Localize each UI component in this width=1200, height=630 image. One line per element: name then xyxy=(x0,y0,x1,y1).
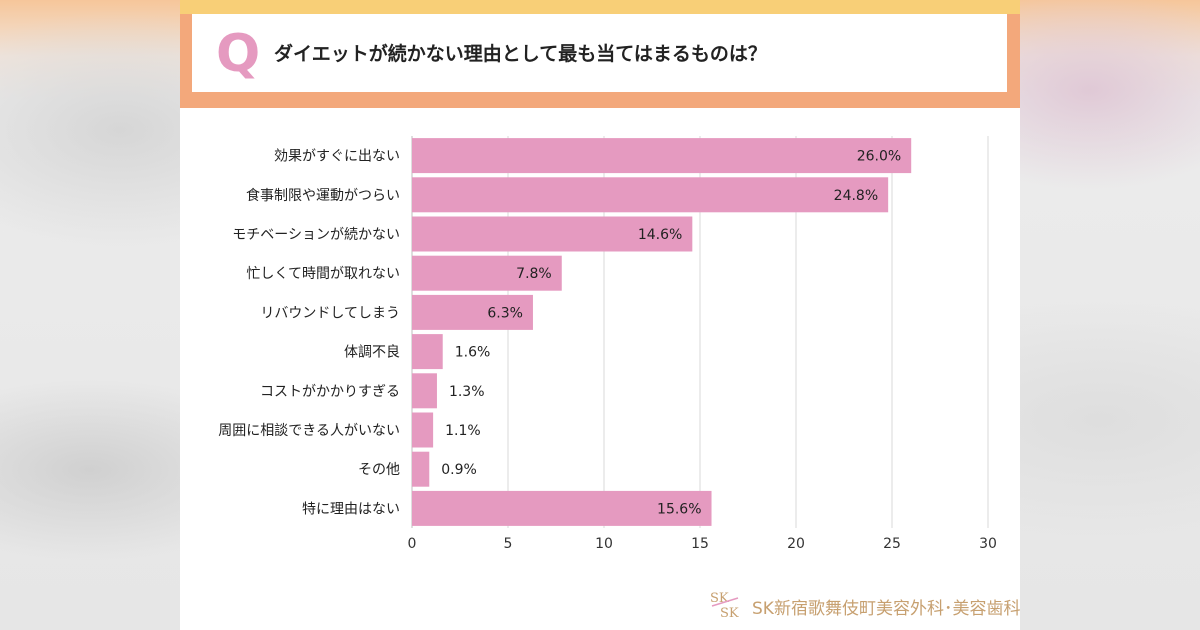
category-label: 忙しくて時間が取れない xyxy=(246,266,400,282)
data-label: 7.8% xyxy=(516,266,552,282)
brand-name: SK新宿歌舞伎町美容外科･美容歯科 xyxy=(752,599,1021,619)
bar xyxy=(412,294,533,330)
data-label: 26.0% xyxy=(857,149,901,165)
category-label: 周囲に相談できる人がいない xyxy=(218,423,400,439)
question-letter: Q xyxy=(216,24,261,84)
data-label: 0.9% xyxy=(441,462,477,478)
data-label: 15.6% xyxy=(657,501,701,517)
question-box: Q ダイエットが続かない理由として最も当てはまるものは？ xyxy=(192,14,1007,92)
x-tick-label: 25 xyxy=(883,536,901,552)
brand-logo: SK SK SK新宿歌舞伎町美容外科･美容歯科 xyxy=(708,588,1021,620)
bar xyxy=(412,177,889,213)
category-label: コストがかかりすぎる xyxy=(260,384,400,400)
question-text: ダイエットが続かない理由として最も当てはまるものは？ xyxy=(274,43,767,65)
svg-text:SK: SK xyxy=(720,606,739,620)
x-tick-label: 20 xyxy=(787,536,805,552)
bar xyxy=(412,490,712,526)
x-tick-label: 0 xyxy=(408,536,417,552)
data-label: 14.6% xyxy=(638,227,682,243)
x-tick-label: 30 xyxy=(979,536,997,552)
bar xyxy=(412,451,430,487)
data-label: 1.3% xyxy=(449,384,485,400)
banner-top-stripe xyxy=(180,0,1020,14)
category-label: 特に理由はない xyxy=(302,501,400,517)
data-label: 6.3% xyxy=(487,305,523,321)
x-tick-label: 5 xyxy=(504,536,513,552)
category-label: 食事制限や運動がつらい xyxy=(246,187,400,204)
bar xyxy=(412,412,434,448)
category-label: 体調不良 xyxy=(344,345,400,361)
category-label: 効果がすぐに出ない xyxy=(274,149,400,165)
x-tick-label: 15 xyxy=(691,536,709,552)
bar xyxy=(412,373,437,409)
x-tick-label: 10 xyxy=(595,536,613,552)
sk-logo-icon: SK SK xyxy=(710,591,739,620)
data-label: 1.6% xyxy=(455,345,491,361)
bar xyxy=(412,216,693,252)
data-label: 1.1% xyxy=(445,423,481,439)
category-label: リバウンドしてしまう xyxy=(260,305,400,321)
bar xyxy=(412,255,562,291)
question-banner: Q ダイエットが続かない理由として最も当てはまるものは？ xyxy=(180,0,1020,108)
category-label: その他 xyxy=(358,462,400,478)
bar xyxy=(412,334,443,370)
data-label: 24.8% xyxy=(834,188,878,204)
bar xyxy=(412,138,912,174)
category-label: モチベーションが続かない xyxy=(232,226,400,243)
